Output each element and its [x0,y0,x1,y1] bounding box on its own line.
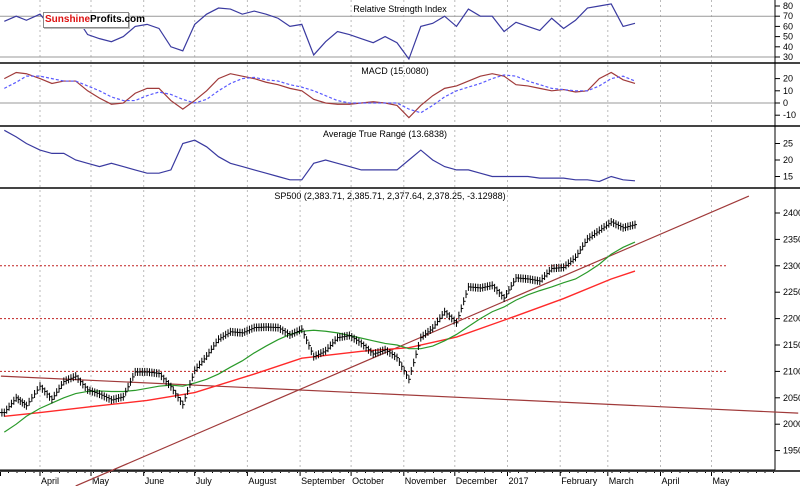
panel-title: SP500 (2,383.71, 2,385.71, 2,377.64, 2,3… [274,191,505,201]
y-tick-label: 2000 [783,419,800,429]
y-tick-label: 2300 [783,261,800,271]
panel-title: Average True Range (13.6838) [323,129,447,139]
x-axis-label: July [196,476,213,486]
long-moving-average [4,270,636,417]
y-tick-label: 50 [783,32,793,42]
logo-part1: Sunshine [45,14,91,25]
x-axis-label: September [301,476,345,486]
y-tick-label: 25 [783,139,793,149]
sunshine-profits-logo: SunshineProfits.com [43,12,145,28]
y-tick-label: 10 [783,86,793,96]
x-axis-label: June [145,476,165,486]
x-axis-label: December [456,476,498,486]
rsi-line [4,3,636,61]
y-tick-label: 40 [783,42,793,52]
y-tick-label: 2200 [783,314,800,324]
atr-line [4,129,636,183]
y-tick-label: 2050 [783,393,800,403]
short-moving-average [3,241,636,433]
logo-part2: Profits.com [90,14,146,25]
y-tick-label: -10 [783,110,796,120]
panel-title: MACD (15.0080) [361,66,429,76]
y-tick-label: 20 [783,74,793,84]
y-tick-label: 30 [783,52,793,62]
y-tick-label: 2150 [783,340,800,350]
x-axis-label: March [609,476,634,486]
x-axis-label: 2017 [509,476,529,486]
y-tick-label: 80 [783,1,793,11]
y-tick-label: 15 [783,172,793,182]
trendline [0,375,799,414]
trendline [75,195,750,486]
x-axis-label: October [352,476,384,486]
y-tick-label: 0 [783,98,788,108]
y-tick-label: 20 [783,155,793,165]
y-tick-label: 60 [783,21,793,31]
y-tick-label: 2250 [783,287,800,297]
x-axis-label: May [713,476,731,486]
y-tick-label: 70 [783,11,793,21]
x-axis-label: August [248,476,277,486]
x-axis-label: November [405,476,447,486]
panel-title: Relative Strength Index [353,4,447,14]
y-tick-label: 2400 [783,208,800,218]
x-axis-label: April [662,476,680,486]
macd-line [4,71,636,119]
x-axis-label: May [92,476,110,486]
x-axis-label: February [561,476,598,486]
signal-line [4,74,636,114]
y-tick-label: 1950 [783,446,800,456]
x-axis-label: April [41,476,59,486]
y-tick-label: 2100 [783,366,800,376]
y-tick-label: 2350 [783,234,800,244]
